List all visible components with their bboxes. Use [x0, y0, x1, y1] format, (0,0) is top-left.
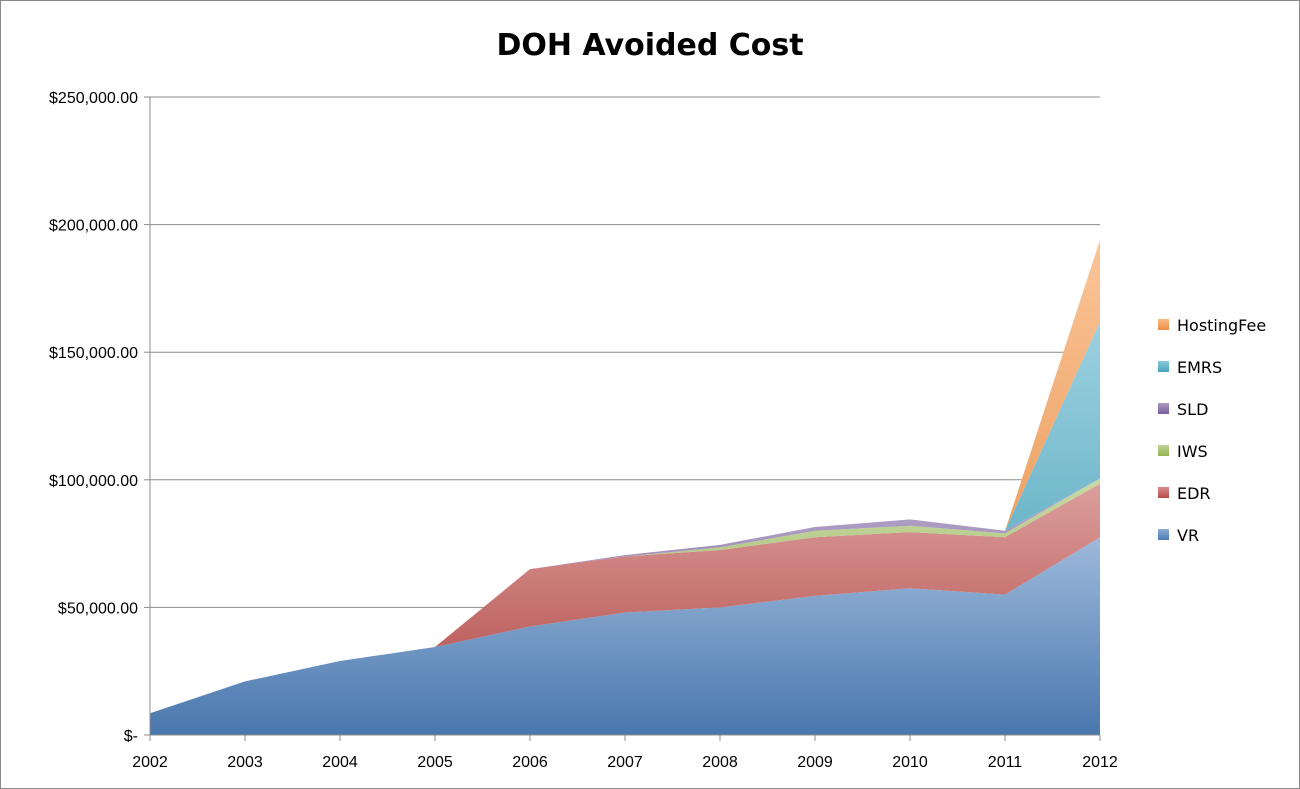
legend-label-hostingfee: HostingFee: [1177, 316, 1266, 335]
y-tick-label: $200,000.00: [49, 218, 138, 235]
y-axis-ticks: $- $50,000.00 $100,000.00 $150,000.00 $200,0…: [49, 90, 138, 745]
x-tick-label: 2010: [892, 754, 928, 771]
chart-title: DOH Avoided Cost: [496, 28, 804, 63]
x-tick-label: 2002: [132, 754, 168, 771]
y-tick-label: $250,000.00: [49, 90, 138, 107]
x-tick-label: 2007: [607, 754, 643, 771]
legend-label-emrs: EMRS: [1177, 358, 1222, 377]
x-tick-label: 2009: [797, 754, 833, 771]
x-tick-label: 2004: [322, 754, 358, 771]
legend-swatch-edr: [1158, 487, 1169, 498]
area-vr: [150, 537, 1100, 735]
legend-label-vr: VR: [1177, 526, 1199, 545]
y-tick-label: $100,000.00: [49, 473, 138, 490]
x-tick-label: 2012: [1082, 754, 1118, 771]
legend-label-edr: EDR: [1177, 484, 1211, 503]
y-tick-label: $-: [124, 728, 138, 745]
legend-label-sld: SLD: [1177, 400, 1208, 419]
legend-swatch-vr: [1158, 529, 1169, 540]
legend-swatch-hostingfee: [1158, 319, 1169, 330]
area-edr: [150, 483, 1100, 714]
x-tick-label: 2005: [417, 754, 453, 771]
y-tick-label: $150,000.00: [49, 345, 138, 362]
legend-label-iws: IWS: [1177, 442, 1208, 461]
legend-swatch-sld: [1158, 403, 1169, 414]
series-areas: [150, 239, 1100, 735]
y-tick-label: $50,000.00: [58, 600, 138, 617]
legend: HostingFee EMRS SLD IWS EDR VR: [1158, 316, 1266, 545]
legend-swatch-emrs: [1158, 361, 1169, 372]
axes: [144, 96, 1101, 741]
x-tick-label: 2011: [988, 754, 1023, 771]
grid-lines: [150, 96, 1100, 608]
x-tick-label: 2008: [702, 754, 738, 771]
x-tick-label: 2006: [512, 754, 548, 771]
legend-swatch-iws: [1158, 445, 1169, 456]
x-axis-ticks: 2002 2003 2004 2005 2006 2007 2008 2009 2010 2011…: [132, 754, 1118, 771]
x-tick-label: 2003: [227, 754, 263, 771]
